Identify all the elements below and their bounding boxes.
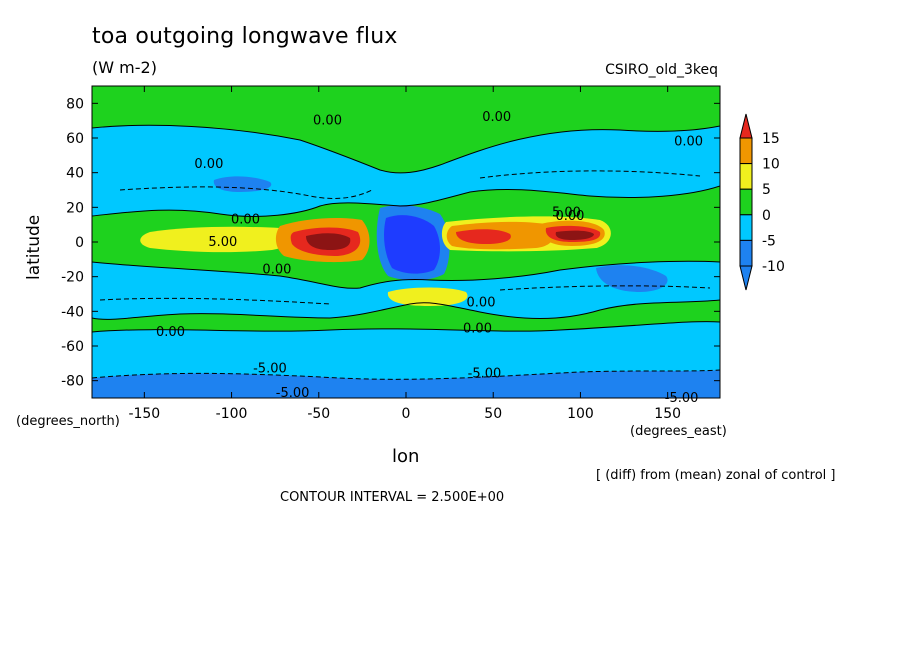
colorbar-swatch bbox=[739, 239, 753, 267]
chart-title: toa outgoing longwave flux bbox=[92, 24, 398, 49]
x-tick-label: -50 bbox=[307, 406, 330, 422]
colorbar-label: 15 bbox=[762, 131, 780, 147]
colorbar-swatch bbox=[739, 188, 753, 216]
y-tick-label: 0 bbox=[75, 235, 84, 251]
x-axis: -150 -100 -50 0 50 100 150 bbox=[128, 86, 681, 422]
patch-yellow-south bbox=[387, 287, 468, 306]
x-tick-label: 50 bbox=[484, 406, 502, 422]
contour-label: 0.00 bbox=[482, 110, 511, 125]
contour-label: 0.00 bbox=[556, 209, 585, 224]
contour-label: 0.00 bbox=[467, 296, 496, 311]
patch-red-east-core bbox=[555, 230, 594, 240]
y-tick-label: 80 bbox=[66, 96, 84, 112]
contour-label: -5.00 bbox=[665, 391, 699, 406]
colorbar-label: 10 bbox=[762, 157, 780, 173]
colorbar-under-arrow bbox=[739, 265, 753, 291]
contour-label: 0.00 bbox=[262, 263, 291, 278]
contour-label: 0.00 bbox=[313, 114, 342, 129]
colorbar-swatch bbox=[739, 137, 753, 165]
x-tick-label: -100 bbox=[216, 406, 248, 422]
y-tick-label: -20 bbox=[61, 270, 84, 286]
x-tick-label: 0 bbox=[402, 406, 411, 422]
band-polar-south bbox=[92, 370, 720, 398]
colorbar-swatch bbox=[739, 214, 753, 241]
colorbar-label: 5 bbox=[762, 182, 771, 198]
x-tick-label: 150 bbox=[654, 406, 681, 422]
y-tick-label: -60 bbox=[61, 339, 84, 355]
patch-nw bbox=[213, 176, 272, 192]
model-label: CSIRO_old_3keq bbox=[605, 62, 718, 78]
patch-southpac bbox=[596, 265, 668, 292]
contour-label: 0.00 bbox=[674, 134, 703, 149]
x-axis-label: lon bbox=[392, 446, 420, 467]
colorbar-label: -5 bbox=[762, 233, 776, 249]
patch-atlantic-core bbox=[384, 215, 440, 274]
y-tick-label: 60 bbox=[66, 131, 84, 147]
y-tick-label: -40 bbox=[61, 304, 84, 320]
contour-lines bbox=[92, 124, 720, 380]
diff-note: [ (diff) from (mean) zonal of control ] bbox=[596, 468, 836, 483]
y-axis-unit: (degrees_north) bbox=[16, 414, 120, 429]
x-tick-label: 100 bbox=[567, 406, 594, 422]
band-nh-mid bbox=[92, 125, 720, 217]
colorbar-label: -10 bbox=[762, 259, 785, 275]
contour-label: 0.00 bbox=[156, 325, 185, 340]
x-tick-label: -150 bbox=[128, 406, 160, 422]
y-tick-label: 40 bbox=[66, 166, 84, 182]
contour-label: 0.00 bbox=[231, 212, 260, 227]
patch-red-east bbox=[456, 229, 511, 244]
patch-red-west-core bbox=[306, 233, 351, 250]
contour-interval: CONTOUR INTERVAL = 2.500E+00 bbox=[280, 490, 505, 505]
colorbar-label: 0 bbox=[762, 208, 771, 224]
contour-label-layer: 0.00 0.000.000.000.005.005.000.000.000.00… bbox=[156, 110, 703, 406]
y-axis: 80 60 40 20 0 -20 -40 -60 -80 bbox=[61, 96, 720, 390]
y-tick-label: 20 bbox=[66, 200, 84, 216]
colorbar: 15 10 5 0 -5 -10 bbox=[739, 113, 785, 291]
chart-subtitle: (W m-2) bbox=[92, 58, 157, 77]
patch-yellow-west bbox=[140, 226, 293, 253]
contour-label: -5.00 bbox=[276, 386, 310, 401]
contour-label: 0.00 bbox=[194, 157, 223, 172]
colorbar-swatch bbox=[739, 163, 753, 190]
colorbar-over-arrow bbox=[739, 113, 753, 139]
contour-label: -5.00 bbox=[253, 362, 287, 377]
contour-label: 5.00 bbox=[552, 206, 581, 221]
x-axis-unit: (degrees_east) bbox=[630, 424, 727, 439]
contour-label: 0.00 bbox=[463, 322, 492, 337]
contour-label: -5.00 bbox=[468, 367, 502, 382]
contour-label: 5.00 bbox=[208, 235, 237, 250]
filled-contours bbox=[92, 86, 720, 398]
y-tick-label: -80 bbox=[61, 374, 84, 390]
